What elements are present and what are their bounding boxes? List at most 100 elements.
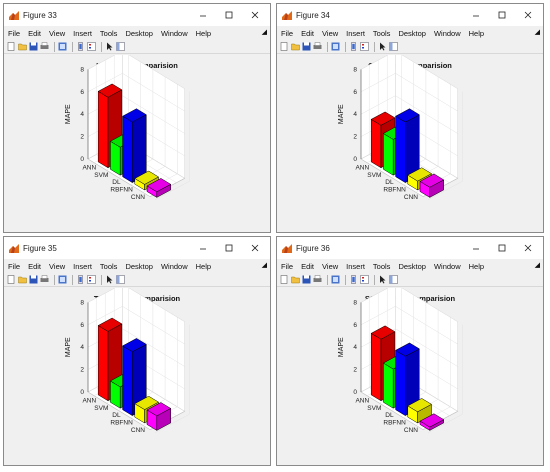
close-button[interactable] [242, 237, 268, 259]
toolbar-dock-arrow-icon[interactable]: ◢ [534, 29, 540, 36]
open-file-icon[interactable] [18, 42, 27, 51]
minimize-button[interactable] [190, 237, 216, 259]
close-button[interactable] [515, 4, 541, 26]
grid-line [154, 324, 190, 433]
menu-item-edit[interactable]: Edit [301, 28, 315, 38]
pointer-icon[interactable] [378, 275, 387, 284]
toolbar-dock-arrow-icon[interactable]: ◢ [261, 262, 267, 269]
property-editor-icon[interactable] [116, 275, 125, 284]
property-editor-icon[interactable] [389, 42, 398, 51]
menu-item-view[interactable]: View [322, 28, 339, 38]
menu-item-desktop[interactable]: Desktop [125, 261, 153, 271]
menu-item-help[interactable]: Help [195, 28, 212, 38]
grid-line [360, 73, 458, 112]
maximize-button[interactable] [216, 4, 242, 26]
menu-item-tools[interactable]: Tools [99, 261, 118, 271]
colorbar-icon[interactable] [76, 275, 85, 284]
menu-item-window[interactable]: Window [160, 28, 188, 38]
legend-icon[interactable] [360, 275, 369, 284]
menu-item-file[interactable]: File [8, 28, 21, 38]
menu-item-edit[interactable]: Edit [28, 261, 42, 271]
maximize-button[interactable] [216, 237, 242, 259]
menu-item-desktop[interactable]: Desktop [125, 28, 153, 38]
pointer-icon[interactable] [105, 275, 114, 284]
new-figure-icon[interactable] [7, 275, 16, 284]
close-button[interactable] [242, 4, 268, 26]
open-file-icon[interactable] [291, 42, 300, 51]
maximize-button[interactable] [489, 4, 515, 26]
minimize-button[interactable] [190, 4, 216, 26]
menu-item-desktop[interactable]: Desktop [398, 28, 426, 38]
minimize-button[interactable] [463, 237, 489, 259]
toolbar-dock-arrow-icon[interactable]: ◢ [261, 29, 267, 36]
open-file-icon[interactable] [291, 275, 300, 284]
bar3-chart: SO4 - MAPE Comparision02468MAPEANNSVMDLR… [338, 288, 463, 434]
menu-item-file[interactable]: File [281, 261, 294, 271]
menu-item-tools[interactable]: Tools [372, 28, 391, 38]
menu-item-insert[interactable]: Insert [346, 261, 365, 271]
menu-item-window[interactable]: Window [433, 261, 461, 271]
open-file-icon[interactable] [18, 275, 27, 284]
matlab-figure-icon [282, 244, 292, 253]
grid-line [360, 95, 458, 134]
colorbar-icon[interactable] [76, 42, 85, 51]
window-titlebar[interactable]: Figure 36 [277, 237, 543, 259]
menu-item-desktop[interactable]: Desktop [398, 261, 426, 271]
menu-item-help[interactable]: Help [468, 261, 485, 271]
new-figure-icon[interactable] [280, 42, 289, 51]
maximize-button[interactable] [489, 237, 515, 259]
window-titlebar[interactable]: Figure 33 [4, 4, 270, 26]
matlab-figure-icon [9, 11, 19, 20]
menu-item-insert[interactable]: Insert [346, 28, 365, 38]
bar3-chart: K - MAPE Comparision02468MAPEANNSVMDLRBF… [65, 55, 190, 201]
menu-item-edit[interactable]: Edit [301, 261, 315, 271]
new-figure-icon[interactable] [280, 275, 289, 284]
window-titlebar[interactable]: Figure 35 [4, 237, 270, 259]
legend-icon[interactable] [360, 42, 369, 51]
menu-item-insert[interactable]: Insert [73, 261, 92, 271]
save-icon[interactable] [302, 42, 311, 51]
menu-item-window[interactable]: Window [160, 261, 188, 271]
pointer-icon[interactable] [105, 42, 114, 51]
print-icon[interactable] [40, 275, 49, 284]
link-plot-icon[interactable] [331, 42, 340, 51]
print-icon[interactable] [40, 42, 49, 51]
menu-item-file[interactable]: File [8, 261, 21, 271]
figure-canvas: Cl - MAPE Comparision02468MAPEANNSVMDLRB… [277, 55, 543, 232]
menu-item-help[interactable]: Help [468, 28, 485, 38]
menu-item-edit[interactable]: Edit [28, 28, 42, 38]
minimize-button[interactable] [463, 4, 489, 26]
close-button[interactable] [515, 237, 541, 259]
link-plot-icon[interactable] [58, 42, 67, 51]
menu-item-help[interactable]: Help [195, 261, 212, 271]
menu-item-view[interactable]: View [49, 28, 66, 38]
link-plot-icon[interactable] [331, 275, 340, 284]
menu-item-tools[interactable]: Tools [372, 261, 391, 271]
toolbar-dock-arrow-icon[interactable]: ◢ [534, 262, 540, 269]
property-editor-icon[interactable] [389, 275, 398, 284]
save-icon[interactable] [29, 275, 38, 284]
category-label: CNN [131, 194, 145, 201]
close-icon [524, 244, 532, 252]
legend-icon[interactable] [87, 42, 96, 51]
menu-item-view[interactable]: View [49, 261, 66, 271]
pointer-icon[interactable] [378, 42, 387, 51]
menu-item-view[interactable]: View [322, 261, 339, 271]
colorbar-icon[interactable] [349, 275, 358, 284]
save-icon[interactable] [302, 275, 311, 284]
menu-item-window[interactable]: Window [433, 28, 461, 38]
toolbar-separator [72, 274, 73, 285]
colorbar-icon[interactable] [349, 42, 358, 51]
window-titlebar[interactable]: Figure 34 [277, 4, 543, 26]
print-icon[interactable] [313, 275, 322, 284]
print-icon[interactable] [313, 42, 322, 51]
link-plot-icon[interactable] [58, 275, 67, 284]
menu-item-insert[interactable]: Insert [73, 28, 92, 38]
save-icon[interactable] [29, 42, 38, 51]
window-title: Figure 35 [23, 243, 57, 253]
new-figure-icon[interactable] [7, 42, 16, 51]
property-editor-icon[interactable] [116, 42, 125, 51]
legend-icon[interactable] [87, 275, 96, 284]
menu-item-file[interactable]: File [281, 28, 294, 38]
menu-item-tools[interactable]: Tools [99, 28, 118, 38]
